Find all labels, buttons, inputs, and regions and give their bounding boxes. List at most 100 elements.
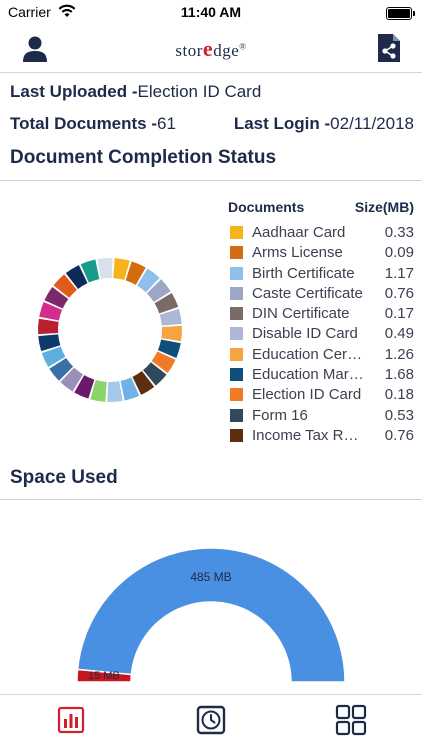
legend-item-size: 1.17 bbox=[384, 264, 414, 282]
last-uploaded-label: Last Uploaded - bbox=[10, 82, 138, 101]
completion-donut-chart bbox=[38, 258, 182, 402]
total-documents-value: 61 bbox=[157, 114, 176, 133]
free-space-label: 15 MB bbox=[88, 670, 120, 682]
donut-segment bbox=[65, 265, 88, 289]
legend-item-size: 0.76 bbox=[384, 426, 414, 444]
app-logo: storedge® bbox=[0, 36, 422, 62]
legend-item-size: 0.33 bbox=[384, 224, 414, 241]
legend-item-name: Birth Certificate bbox=[252, 264, 355, 282]
legend-header: Documents Size(MB) bbox=[228, 199, 416, 223]
legend-item-size: 1.68 bbox=[384, 366, 414, 384]
legend-item: Education Marksheet 1.68 bbox=[228, 365, 416, 385]
legend-item: Birth Certificate 1.17 bbox=[228, 264, 416, 284]
completion-title: Document Completion Status bbox=[10, 147, 277, 168]
last-uploaded-row: Last Uploaded -Election ID Card bbox=[10, 82, 414, 102]
donut-segment bbox=[125, 261, 146, 285]
donut-segment bbox=[154, 292, 179, 314]
legend-item: Election ID Card 0.18 bbox=[228, 385, 416, 405]
last-login: Last Login -02/11/2018 bbox=[234, 114, 414, 134]
wifi-icon bbox=[58, 4, 76, 17]
donut-segment bbox=[120, 377, 140, 401]
battery-icon bbox=[386, 7, 415, 20]
nav-bar: storedge® bbox=[0, 26, 422, 73]
legend-item-name: Education Marksheet bbox=[252, 366, 364, 384]
legend-swatch bbox=[230, 246, 243, 260]
legend-item-size: 0.09 bbox=[384, 244, 414, 262]
donut-segment bbox=[90, 380, 107, 402]
carrier-label: Carrier bbox=[8, 4, 51, 20]
donut-segment bbox=[41, 346, 66, 368]
donut-segment bbox=[74, 375, 95, 399]
used-space-arc bbox=[76, 547, 346, 683]
last-login-label: Last Login - bbox=[233, 114, 331, 133]
legend-item-name: Income Tax Return bbox=[252, 426, 364, 444]
donut-segment bbox=[44, 286, 69, 309]
legend-header-documents: Documents bbox=[228, 199, 305, 215]
stats-row: Total Documents -61 Last Login -02/11/20… bbox=[10, 114, 414, 134]
legend-swatch bbox=[230, 226, 243, 239]
donut-segment bbox=[38, 334, 61, 352]
tab-history-clock-icon[interactable] bbox=[194, 703, 228, 737]
legend-swatch bbox=[230, 266, 243, 280]
logo-mark: ® bbox=[239, 41, 247, 52]
space-used-title: Space Used bbox=[10, 467, 118, 488]
donut-segment bbox=[143, 362, 167, 386]
last-login-value: 02/11/2018 bbox=[330, 114, 414, 133]
legend-swatch bbox=[230, 307, 243, 321]
legend-swatch bbox=[230, 347, 243, 361]
divider bbox=[0, 499, 422, 500]
last-uploaded-value: Election ID Card bbox=[137, 82, 262, 101]
donut-segment bbox=[132, 371, 155, 395]
donut-segment bbox=[146, 279, 171, 303]
logo-text-1: stor bbox=[175, 41, 203, 60]
legend-item-size: 0.49 bbox=[384, 325, 414, 343]
legend-item-name: Aadhaar Card bbox=[252, 224, 346, 241]
legend-item-name: Disable ID Card bbox=[252, 325, 358, 343]
donut-segment bbox=[97, 258, 113, 279]
legend-item: Arms License 0.09 bbox=[228, 243, 416, 263]
donut-segment bbox=[53, 274, 77, 298]
profile-icon[interactable] bbox=[20, 34, 50, 64]
share-document-icon[interactable] bbox=[376, 32, 402, 64]
legend-swatch bbox=[230, 327, 243, 341]
legend-item-name: DIN Certificate bbox=[252, 305, 350, 323]
legend-swatch bbox=[230, 368, 243, 382]
legend-item-name: Caste Certificate bbox=[252, 284, 363, 302]
legend-item-size: 0.17 bbox=[384, 305, 414, 323]
tab-categories-grid-icon[interactable] bbox=[334, 703, 368, 737]
clock: 11:40 AM bbox=[180, 4, 242, 20]
legend-item-size: 0.76 bbox=[384, 284, 414, 302]
donut-segment bbox=[38, 318, 59, 335]
donut-segment bbox=[49, 357, 74, 381]
legend-item: Caste Certificate 0.76 bbox=[228, 284, 416, 304]
legend-header-size: Size(MB) bbox=[354, 199, 414, 215]
legend-item: Income Tax Return 0.76 bbox=[228, 426, 416, 446]
donut-segment bbox=[80, 259, 100, 283]
donut-segment bbox=[157, 339, 181, 358]
divider bbox=[0, 180, 422, 181]
status-bar: Carrier 11:40 AM bbox=[0, 0, 422, 26]
legend-item-size: 0.18 bbox=[384, 386, 414, 404]
legend-item-size: 0.53 bbox=[384, 406, 414, 424]
donut-segment bbox=[107, 381, 123, 402]
total-documents-label: Total Documents - bbox=[10, 114, 158, 133]
logo-text-2: dge bbox=[213, 41, 240, 60]
donut-segment bbox=[60, 367, 83, 392]
legend-swatch bbox=[230, 408, 243, 422]
donut-segment bbox=[151, 351, 176, 374]
legend-swatch bbox=[230, 428, 243, 442]
space-used-gauge bbox=[76, 547, 346, 683]
legend-item-size: 1.26 bbox=[384, 345, 414, 363]
used-space-label: 485 MB bbox=[190, 570, 232, 584]
legend-item-name: Election ID Card bbox=[252, 386, 362, 404]
legend-item: Disable ID Card 0.49 bbox=[228, 324, 416, 344]
donut-segment bbox=[137, 268, 160, 293]
legend-item: Education Certificate 1.26 bbox=[228, 345, 416, 365]
legend-item-name: Education Certificate bbox=[252, 345, 364, 363]
donut-segment bbox=[113, 258, 130, 280]
legend-item: Aadhaar Card 0.33 bbox=[228, 223, 416, 243]
legend-item: Form 16 0.53 bbox=[228, 406, 416, 426]
tab-dashboard-chart-icon[interactable] bbox=[54, 703, 88, 737]
donut-segment bbox=[161, 325, 182, 342]
donut-segment bbox=[159, 308, 182, 326]
